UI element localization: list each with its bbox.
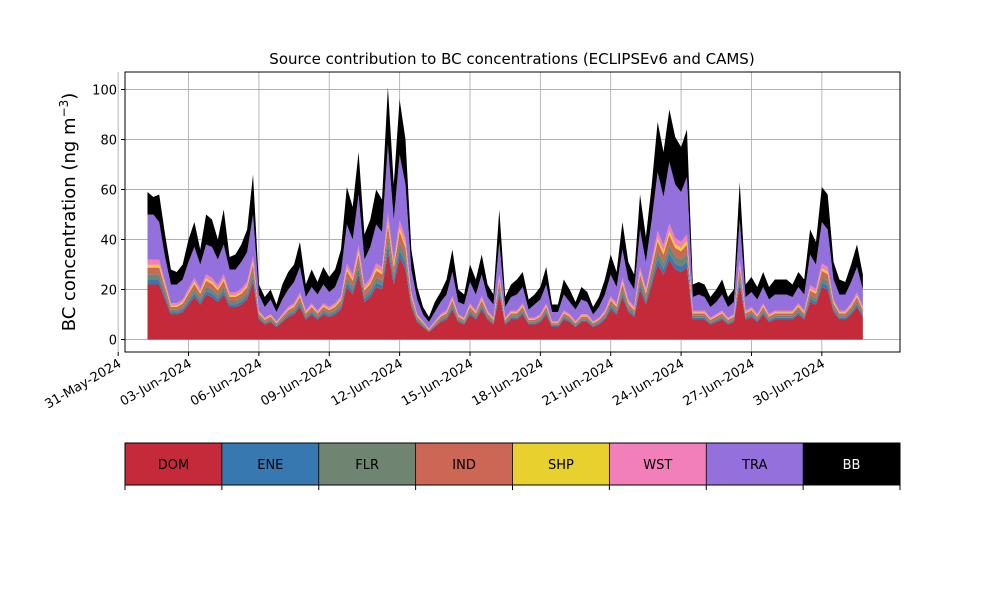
area-flr [147, 235, 863, 332]
y-tick-label: 20 [100, 284, 117, 299]
area-ind [147, 225, 863, 331]
stacked-areas [147, 87, 863, 340]
legend-swatch-wst [609, 443, 707, 485]
chart-title: Source contribution to BC concentrations… [269, 50, 754, 68]
legend-swatch-bb [803, 443, 900, 485]
area-bb [147, 87, 863, 322]
legend-label-ind: IND [452, 458, 476, 473]
area-ene [147, 244, 863, 332]
legend-swatch-dom [125, 443, 222, 485]
legend-label-shp: SHP [548, 458, 574, 473]
legend-swatch-ind [415, 443, 513, 485]
area-tra [147, 144, 863, 329]
legend-label-wst: WST [643, 458, 672, 473]
y-tick-label: 100 [92, 84, 117, 99]
y-tick-label: 40 [100, 234, 117, 249]
plot-frame [124, 71, 901, 353]
legend-label-ene: ENE [257, 458, 283, 473]
legend-label-dom: DOM [158, 458, 189, 473]
y-axis-label: BC concentration (ng m−3) [57, 93, 80, 332]
legend-swatch-ene [221, 443, 319, 485]
area-dom [147, 252, 863, 340]
area-shp [147, 220, 863, 330]
y-tick-label: 60 [100, 184, 117, 199]
colorbar-legend: DOM ENE FLR IND SHP WST TRA BB [124, 442, 901, 490]
legend-swatch-shp [512, 443, 610, 485]
y-axis: 0 20 40 60 80 100 [92, 84, 125, 349]
legend-label-flr: FLR [355, 458, 379, 473]
area-wst [147, 212, 863, 330]
legend-swatch-flr [318, 443, 416, 485]
legend-swatch-tra [706, 443, 804, 485]
y-tick-label: 0 [109, 334, 117, 349]
legend-label-tra: TRA [741, 458, 767, 473]
legend-label-bb: BB [843, 458, 861, 473]
y-tick-label: 80 [100, 134, 117, 149]
